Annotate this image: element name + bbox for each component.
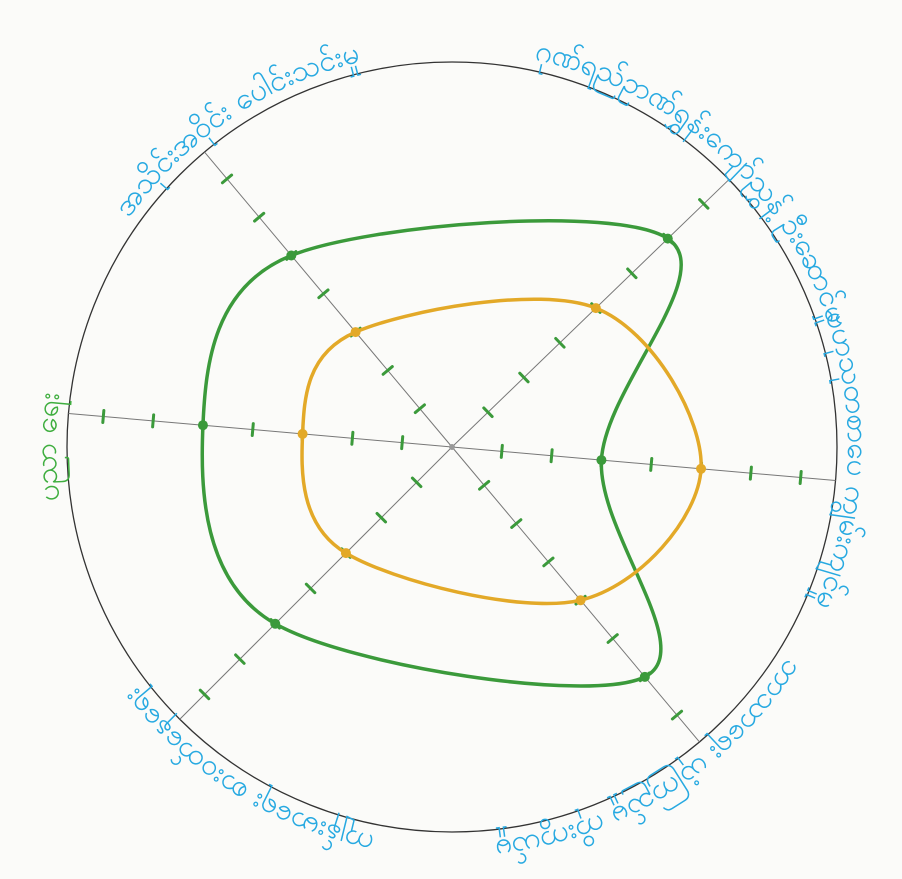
category-label: ဂုဏ်ရည်ဥာဏ်ရွှန်းကျော်ညွှန့် ဦးဆောင်မှု (531, 33, 855, 330)
center (449, 444, 455, 450)
series-point (350, 327, 361, 338)
tick-mark (304, 582, 317, 595)
series-point (696, 463, 707, 474)
tick-mark (413, 403, 426, 415)
tick-mark (317, 288, 330, 300)
tick-mark (198, 688, 211, 701)
category-label-path: ကျန်းမာရေး စားဝတ်နေရေး (115, 678, 378, 863)
category-label-path: ပညာ ရေး (28, 391, 73, 504)
tick-mark (649, 456, 654, 472)
tick-mark (151, 413, 156, 429)
series-point (639, 671, 650, 682)
category-label-path: ဗဟုသုတစာပေ ကျွမ်းကျင်မှု (803, 306, 876, 615)
tick-mark (554, 336, 566, 349)
tick-mark (499, 443, 504, 459)
series-point (575, 595, 586, 606)
tick-mark (478, 479, 491, 491)
tick-mark (220, 173, 234, 185)
tick-mark (482, 406, 494, 419)
tick-mark (798, 470, 803, 485)
series-point (286, 250, 297, 261)
tick-mark (350, 430, 355, 446)
tick-mark (375, 511, 388, 524)
tick-mark (518, 371, 530, 384)
spoke (68, 412, 453, 448)
outer-circle (66, 61, 838, 833)
series-point (297, 428, 308, 439)
category-label-path: ဂုဏ်ရည်ဥာဏ်ရွှန်းကျော်ညွှန့် ဦးဆောင်မှု (531, 33, 855, 330)
category-label: ပညာ ရေး (28, 391, 73, 504)
tick-mark (381, 365, 394, 376)
tick-mark (549, 448, 554, 464)
tick-mark (101, 409, 106, 424)
tick-mark (234, 653, 246, 665)
spoke (179, 446, 453, 720)
category-label: ကျန်းမာရေး စားဝတ်နေရေး (115, 678, 378, 863)
tick-mark (698, 198, 710, 210)
tick-mark (250, 422, 255, 438)
tick-mark (606, 633, 619, 644)
series-point (590, 303, 601, 314)
tick-mark (400, 435, 405, 451)
series-point (596, 455, 607, 466)
tick-mark (542, 556, 555, 568)
series-point (662, 233, 673, 244)
spoke (451, 446, 836, 482)
tick-mark (410, 476, 423, 489)
series-point (197, 420, 208, 431)
spoke (451, 179, 730, 448)
tick-mark (670, 709, 684, 721)
spoke (204, 151, 453, 448)
tick-mark (748, 465, 753, 481)
series-point (270, 618, 281, 629)
series-line (200, 219, 683, 688)
tick-mark (510, 518, 523, 529)
tick-mark (626, 267, 638, 280)
tick-mark (253, 211, 266, 223)
spoke (451, 446, 700, 743)
category-label: ဗဟုသုတစာပေ ကျွမ်းကျင်မှု (803, 306, 876, 615)
series-point (340, 548, 351, 559)
